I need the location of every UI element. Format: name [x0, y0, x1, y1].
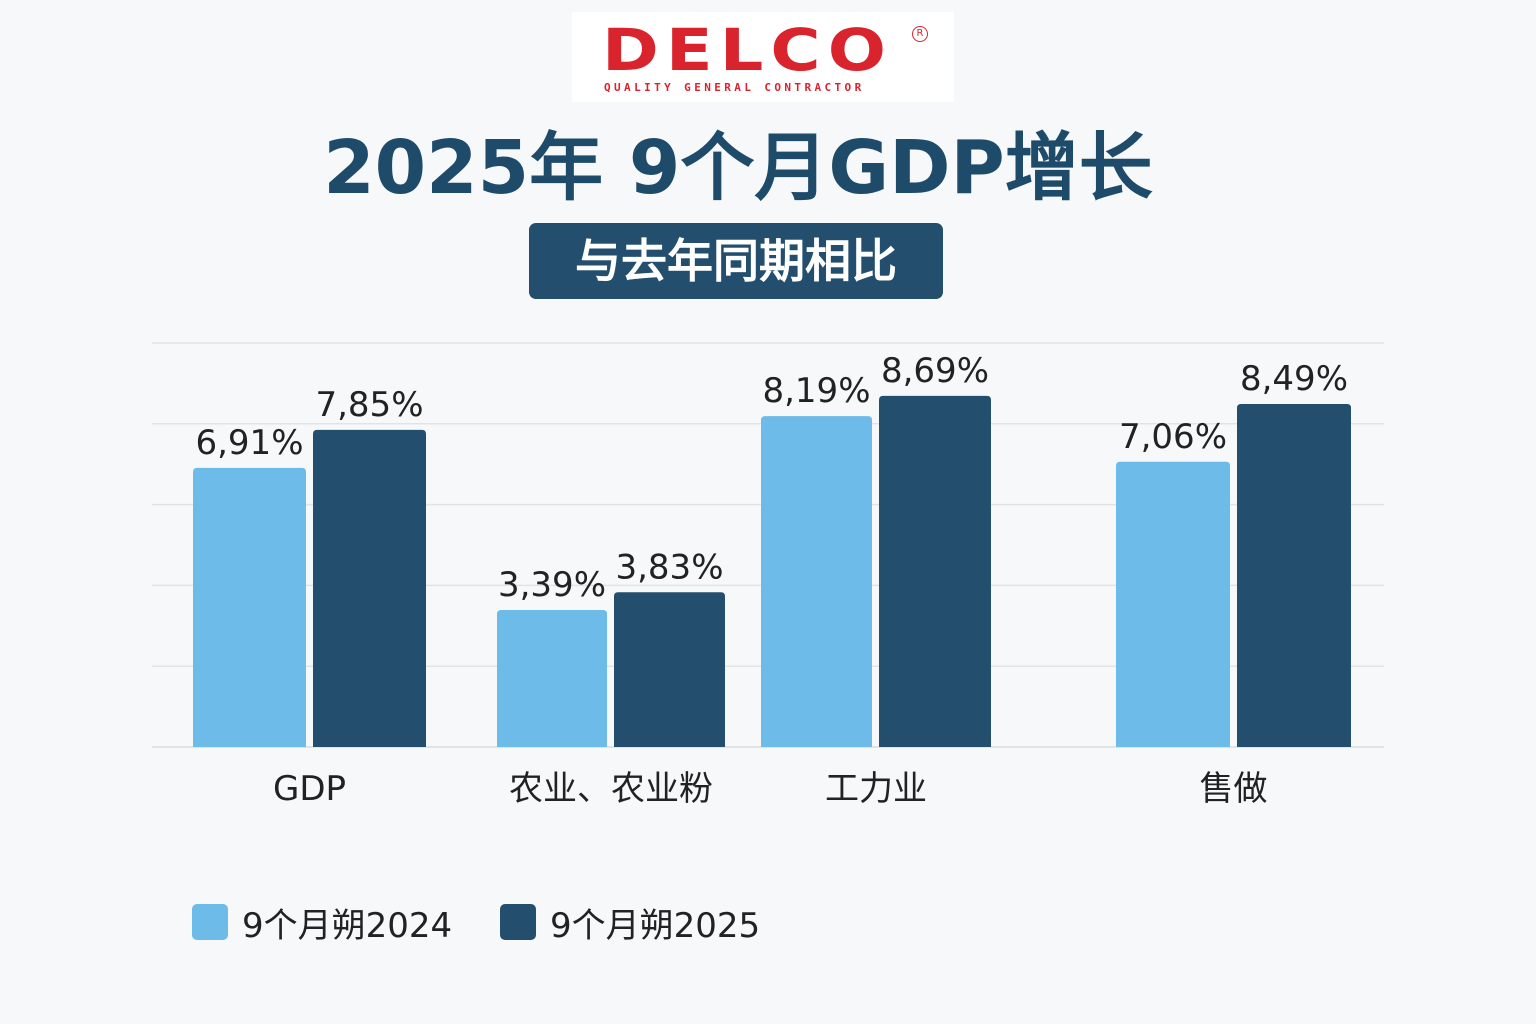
bar-2024-3 [1116, 461, 1230, 747]
data-label-2025-3: 8,49% [1240, 359, 1348, 399]
bar-2024-2 [761, 416, 872, 747]
registered-mark: R [912, 26, 928, 42]
data-label-2025-2: 8,69% [881, 351, 989, 391]
category-label-2: 工力业 [825, 769, 927, 809]
bar-2024-1 [497, 610, 607, 747]
bar-2025-1 [614, 592, 725, 747]
legend-item-2024: 9个月朔2024 [192, 900, 453, 946]
category-label-0: GDP [273, 769, 346, 809]
bar-2024-0 [193, 467, 306, 747]
legend-item-2025: 9个月朔2025 [500, 900, 761, 946]
chart-title: 2025年 9个月GDP增长 [323, 125, 1153, 211]
legend-label-2025: 9个月朔2025 [550, 905, 761, 946]
data-label-2024-0: 6,91% [195, 423, 303, 463]
bar-2025-3 [1237, 404, 1351, 747]
bar-2025-0 [313, 429, 426, 747]
logo-tagline: QUALITY GENERAL CONTRACTOR [604, 81, 865, 94]
bar-2025-2 [879, 395, 991, 747]
logo-wordmark: DELCO [602, 16, 893, 84]
data-label-2025-1: 3,83% [615, 547, 723, 587]
legend-label-2024: 9个月朔2024 [242, 905, 453, 946]
legend-swatch-2024 [192, 904, 228, 940]
category-label-3: 售做 [1200, 769, 1268, 809]
data-label-2024-2: 8,19% [762, 371, 870, 411]
data-label-2024-3: 7,06% [1119, 417, 1227, 457]
data-label-2024-1: 3,39% [498, 565, 606, 605]
legend-swatch-2025 [500, 904, 536, 940]
category-label-1: 农业、农业粉 [509, 769, 713, 809]
data-label-2025-0: 7,85% [315, 385, 423, 425]
delco-logo: DELCO R QUALITY GENERAL CONTRACTOR [572, 12, 954, 102]
chart-subtitle: 与去年同期相比 [529, 223, 943, 299]
